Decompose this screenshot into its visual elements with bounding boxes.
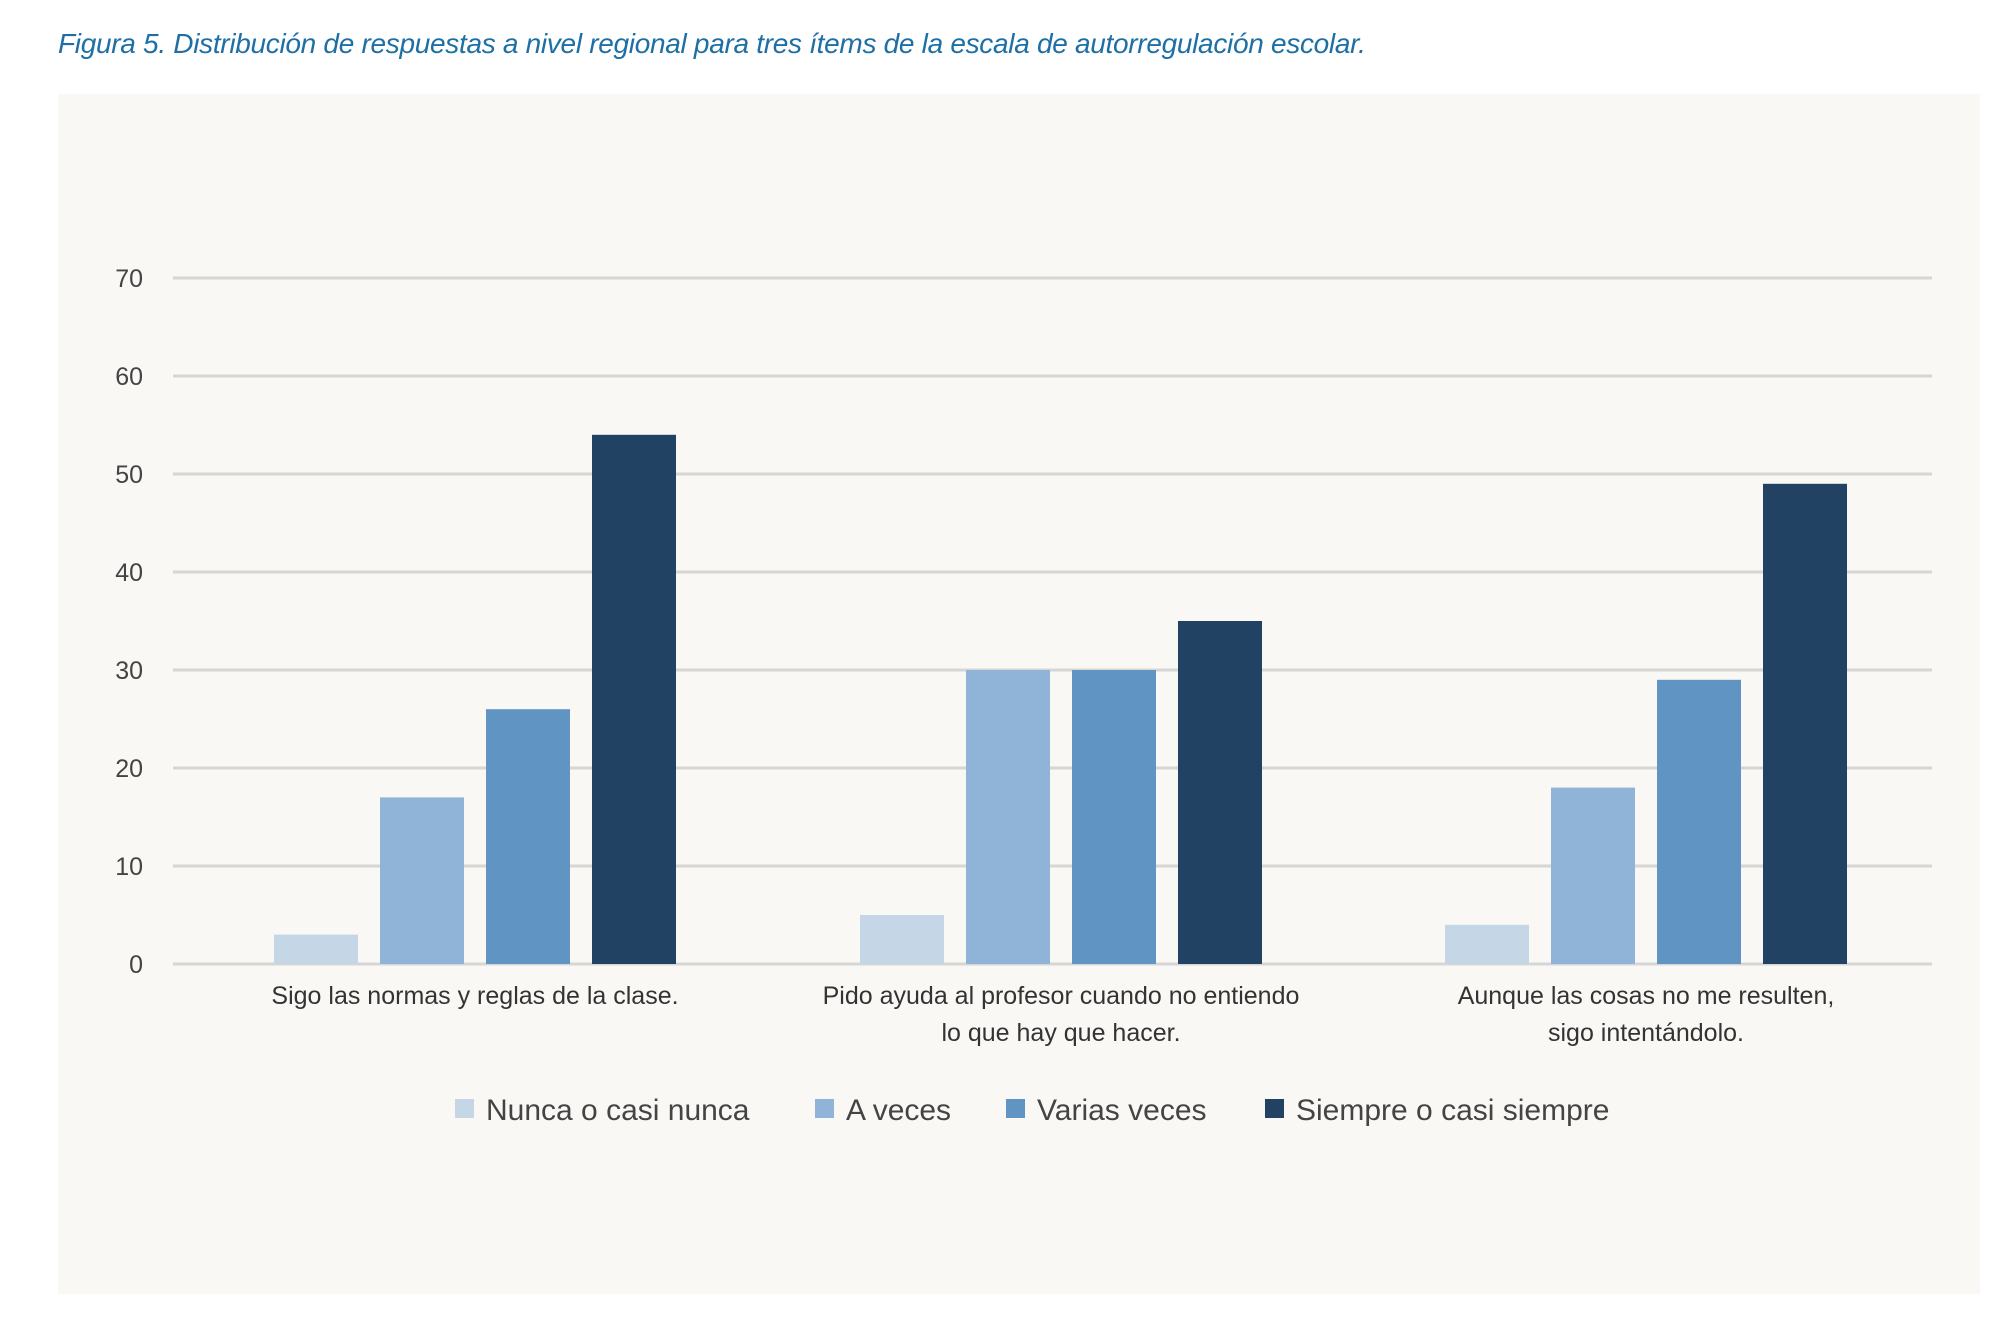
y-tick-label: 30 bbox=[115, 657, 143, 685]
category-label: Pido ayuda al profesor cuando no entiend… bbox=[823, 982, 1300, 1010]
category-label: lo que hay que hacer. bbox=[941, 1019, 1180, 1047]
y-tick-label: 60 bbox=[115, 363, 143, 391]
bar bbox=[860, 915, 944, 964]
category-label: sigo intentándolo. bbox=[1548, 1019, 1744, 1047]
y-tick-label: 70 bbox=[115, 265, 143, 293]
legend-swatch bbox=[1006, 1099, 1025, 1118]
category-labels: Sigo las normas y reglas de la clase. Pid… bbox=[271, 982, 1834, 1047]
bar bbox=[966, 670, 1050, 964]
bar bbox=[380, 797, 464, 964]
legend-swatch bbox=[455, 1099, 474, 1118]
legend-label: A veces bbox=[846, 1094, 951, 1127]
bar bbox=[1178, 621, 1262, 964]
bar bbox=[274, 934, 358, 964]
y-tick-label: 20 bbox=[115, 755, 143, 783]
y-tick-label: 50 bbox=[115, 461, 143, 489]
legend: Nunca o casi nunca A veces Varias veces Sie… bbox=[455, 1094, 1609, 1127]
bar bbox=[1763, 483, 1847, 964]
legend-label: Nunca o casi nunca bbox=[486, 1094, 750, 1127]
bar bbox=[592, 434, 676, 964]
bar bbox=[1657, 679, 1741, 964]
y-tick-label: 40 bbox=[115, 559, 143, 587]
bar bbox=[1445, 924, 1529, 964]
y-tick-label: 10 bbox=[115, 853, 143, 881]
bar bbox=[486, 709, 570, 964]
legend-swatch bbox=[1265, 1099, 1284, 1118]
bar bbox=[1551, 787, 1635, 964]
legend-label: Varias veces bbox=[1037, 1094, 1207, 1127]
gridlines bbox=[173, 276, 1932, 966]
figure-caption: Figura 5. Distribución de respuestas a n… bbox=[58, 28, 1366, 59]
category-label: Sigo las normas y reglas de la clase. bbox=[271, 982, 678, 1010]
category-label: Aunque las cosas no me resulten, bbox=[1458, 982, 1835, 1010]
legend-swatch bbox=[815, 1099, 834, 1118]
y-axis-ticks: 0 10 20 30 40 50 60 70 bbox=[115, 265, 143, 979]
y-tick-label: 0 bbox=[129, 951, 143, 979]
legend-label: Siempre o casi siempre bbox=[1296, 1094, 1609, 1127]
bars bbox=[274, 434, 1847, 964]
bar bbox=[1072, 670, 1156, 964]
